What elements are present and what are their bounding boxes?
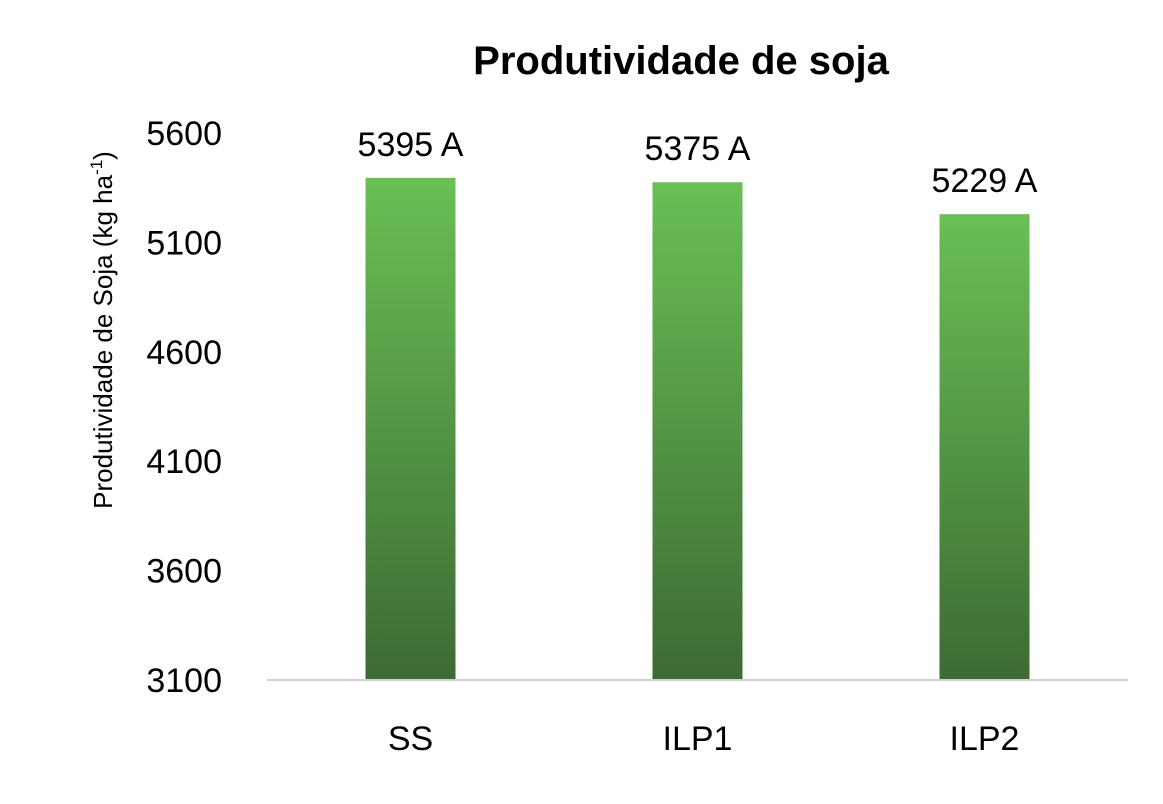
x-axis-labels: SS ILP1 ILP2 xyxy=(388,720,1020,758)
y-tick-label: 5600 xyxy=(146,115,222,153)
bars-group xyxy=(365,177,1030,681)
y-axis-label-close: ) xyxy=(88,151,118,160)
y-axis-label-main: Produtividade de Soja (kg ha xyxy=(88,174,118,508)
data-label-ilp2: 5229 A xyxy=(932,162,1038,200)
y-tick-label: 4100 xyxy=(146,443,222,481)
y-tick-label: 4600 xyxy=(146,334,222,372)
x-tick-label-ss: SS xyxy=(388,720,433,758)
bar-ilp2 xyxy=(939,214,1030,680)
data-label-ss: 5395 A xyxy=(358,126,464,164)
x-tick-label-ilp1: ILP1 xyxy=(663,720,733,758)
y-tick-label: 3100 xyxy=(146,662,222,700)
y-axis-label-superscript: -1 xyxy=(87,160,106,175)
y-axis-label: Produtividade de Soja (kg ha-1) xyxy=(87,151,118,509)
x-tick-label-ilp2: ILP2 xyxy=(950,720,1020,758)
data-label-ilp1: 5375 A xyxy=(645,130,751,168)
bar-ss xyxy=(365,177,456,680)
data-labels-group: 5395 A 5375 A 5229 A xyxy=(358,126,1038,200)
y-tick-label: 5100 xyxy=(146,224,222,262)
chart-title: Produtividade de soja xyxy=(473,39,889,83)
bar-ilp1 xyxy=(652,182,743,681)
y-axis-ticks: 3100 3600 4100 4600 5100 5600 xyxy=(146,115,222,700)
y-tick-label: 3600 xyxy=(146,553,222,591)
